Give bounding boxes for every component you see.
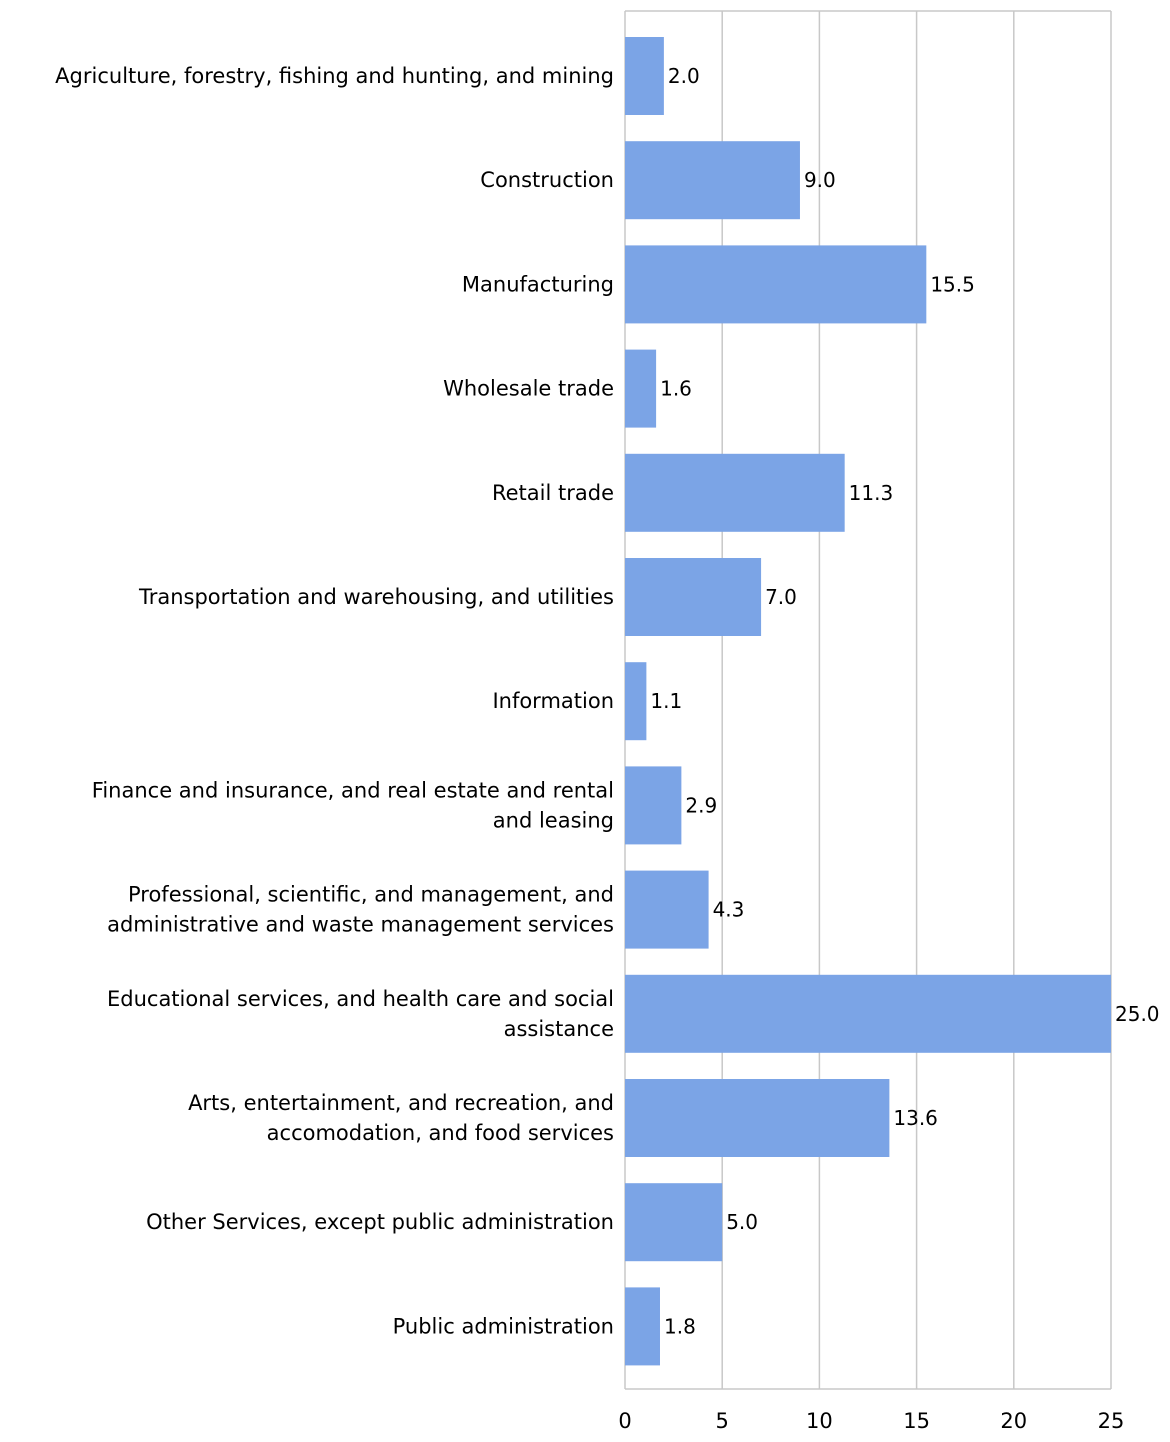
category-label: Transportation and warehousing, and util… xyxy=(138,585,614,609)
category-label: Agriculture, forestry, fishing and hunti… xyxy=(55,64,614,88)
category-label: Public administration xyxy=(393,1314,614,1338)
x-tick-label: 5 xyxy=(716,1409,729,1433)
value-label: 1.1 xyxy=(650,689,682,713)
bar xyxy=(625,662,647,741)
x-tick-layer: 0 5 10 15 20 25 xyxy=(618,1409,1124,1433)
value-label: 9.0 xyxy=(804,168,836,192)
category-label-layer: Agriculture, forestry, fishing and hunti… xyxy=(55,64,614,1338)
bar xyxy=(625,37,664,115)
value-label: 1.6 xyxy=(660,377,692,401)
category-label: Information xyxy=(492,689,614,713)
value-label: 5.0 xyxy=(726,1210,758,1234)
category-label: Wholesale trade xyxy=(443,377,614,401)
category-label: assistance xyxy=(504,1017,614,1041)
value-label: 7.0 xyxy=(765,585,797,609)
bar xyxy=(625,245,927,324)
bar-layer xyxy=(625,37,1111,1366)
value-label: 13.6 xyxy=(893,1106,938,1130)
x-tick-label: 20 xyxy=(1000,1409,1027,1433)
category-label: accomodation, and food services xyxy=(267,1121,614,1145)
bar xyxy=(625,558,762,636)
value-label: 11.3 xyxy=(849,481,894,505)
category-label: and leasing xyxy=(493,808,614,832)
bar xyxy=(625,349,657,428)
value-label-layer: 2.0 9.0 15.5 1.6 11.3 7.0 1.1 2.9 4.3 25.0 13.6 5.0… xyxy=(650,64,1159,1338)
bar xyxy=(625,1287,660,1366)
x-tick-label: 10 xyxy=(806,1409,833,1433)
x-tick-label: 15 xyxy=(903,1409,930,1433)
category-label: Retail trade xyxy=(492,481,614,505)
category-label: Manufacturing xyxy=(462,272,614,296)
x-tick-label: 25 xyxy=(1098,1409,1125,1433)
bar xyxy=(625,141,800,220)
category-label: Professional, scientific, and management… xyxy=(128,883,614,907)
category-label: administrative and waste management serv… xyxy=(107,913,614,937)
value-label: 1.8 xyxy=(664,1314,696,1338)
bar xyxy=(625,766,682,845)
category-label: Other Services, except public administra… xyxy=(146,1210,614,1234)
x-tick-label: 0 xyxy=(618,1409,631,1433)
bar xyxy=(625,1183,723,1262)
bar xyxy=(625,1079,890,1157)
value-label: 2.0 xyxy=(668,64,700,88)
value-label: 4.3 xyxy=(713,898,745,922)
category-label: Arts, entertainment, and recreation, and xyxy=(188,1091,614,1115)
bar xyxy=(625,870,709,949)
bar xyxy=(625,453,845,532)
category-label: Construction xyxy=(480,168,614,192)
value-label: 25.0 xyxy=(1115,1002,1160,1026)
value-label: 15.5 xyxy=(930,272,975,296)
category-label: Educational services, and health care an… xyxy=(107,987,614,1011)
bar xyxy=(625,974,1111,1053)
value-label: 2.9 xyxy=(685,793,717,817)
category-label: Finance and insurance, and real estate a… xyxy=(92,778,614,802)
